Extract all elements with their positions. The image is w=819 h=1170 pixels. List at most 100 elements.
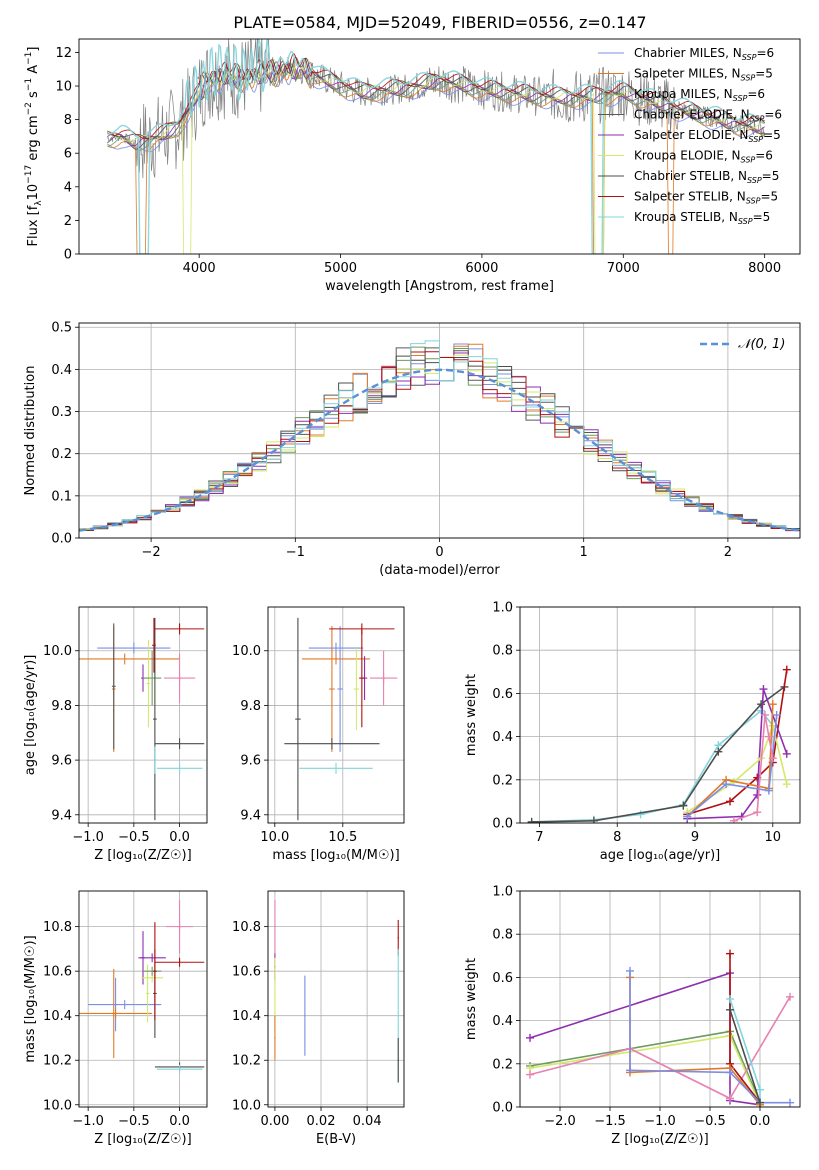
legend-entry: Chabrier MILES, NSSP=6	[634, 46, 774, 62]
y-axis-label-part: 10	[26, 184, 41, 201]
axes-frame	[267, 606, 405, 824]
legend-entry-name: Salpeter ELODIE, N	[634, 128, 748, 142]
y-tick-label: 10.6	[43, 965, 72, 980]
legend-entry-sub: SSP	[741, 74, 756, 83]
legend-entry-tail: =6	[755, 149, 773, 163]
y-tick-label: 2	[64, 214, 72, 229]
x-axis-label: mass [log₁₀(M/M☉)]	[272, 848, 399, 863]
legend-entry-name: Chabrier MILES, N	[634, 46, 742, 60]
legend-entry-name: Kroupa ELODIE, N	[634, 149, 741, 163]
legend-entry-sub: SSP	[748, 135, 763, 144]
data-point	[154, 957, 205, 967]
axes-frame	[519, 606, 801, 824]
legend-entry: Kroupa MILES, NSSP=6	[634, 87, 765, 103]
y-axis-label-part: ]	[26, 47, 41, 52]
mass-weight-marker	[714, 747, 723, 756]
x-axis-label: (data-model)/error	[379, 563, 500, 578]
data-point	[295, 617, 301, 821]
legend-entry-tail: =6	[747, 87, 765, 101]
mass-weight-line	[531, 686, 785, 823]
mass-vs-metallicity-panel: −1.0 −0.5 0.0 10.0 10.2 10.4 10.6 10.8 Z [log₁₀(…	[23, 890, 208, 1147]
legend-entry: 𝒩(0, 1)	[738, 337, 785, 352]
mass-weight-marker	[768, 754, 777, 763]
mass-weight-marker	[768, 700, 777, 709]
massweight-vs-metallicity-panel: −2.0 −1.5 −1.0 −0.5 0.0 0.0 0.2 0.4 0.6 0.8 1.0 Z […	[464, 885, 801, 1147]
age-vs-metallicity-panel: −1.0 −0.5 0.0 9.4 9.6 9.8 10.0 Z [log₁₀(Z/Z☉)] a…	[23, 606, 208, 863]
data-point	[154, 738, 205, 750]
x-axis-label: age [log₁₀(age/yr)]	[600, 848, 721, 863]
y-axis-label-part: s	[26, 91, 41, 102]
legend-entry-sub: SSP	[746, 197, 761, 206]
x-tick-label: 2	[724, 545, 732, 560]
mass-weight-marker	[683, 812, 692, 821]
grid	[268, 891, 404, 1107]
mass-weight-marker	[636, 810, 645, 819]
mass-weight-marker	[761, 711, 769, 719]
mass-weight-marker	[527, 817, 536, 823]
x-axis-label: Z [log₁₀(Z/Z☉)]	[94, 848, 191, 863]
y-tick-label: 9.6	[51, 754, 72, 769]
legend-entry-name: Kroupa STELIB, N	[634, 210, 738, 224]
legend-entry: Kroupa ELODIE, NSSP=6	[634, 149, 773, 165]
data-point	[113, 977, 118, 1032]
y-tick-label: 4	[64, 180, 72, 195]
x-tick-label: 0.00	[260, 1114, 289, 1129]
x-tick-label: 5000	[324, 261, 357, 276]
data-point	[143, 966, 162, 976]
x-tick-label: −1.5	[594, 1114, 626, 1129]
x-axis-label: Z [log₁₀(Z/Z☉)]	[611, 1132, 708, 1147]
y-tick-label: 0.3	[51, 405, 72, 420]
x-tick-label: 0.02	[307, 1114, 336, 1129]
data-spectrum-line	[107, 39, 766, 179]
y-axis-label: Normed distribution	[23, 366, 38, 496]
legend-entry: Salpeter MILES, NSSP=5	[634, 67, 773, 83]
x-tick-label: 7000	[607, 261, 640, 276]
data-point	[397, 1037, 399, 1083]
y-axis-label: Flux [fλ10−17 erg cm−2 s−1 A−1]	[24, 47, 44, 247]
mass-weight-marker	[753, 808, 762, 817]
x-tick-label: 0.04	[353, 1114, 382, 1129]
plot-area	[527, 665, 791, 823]
data-point	[284, 738, 380, 750]
legend-entry-sub: SSP	[747, 176, 762, 185]
legend-entry-sub: SSP	[741, 156, 756, 165]
mass-weight-marker	[757, 700, 766, 709]
mass-weight-marker	[726, 797, 734, 806]
y-tick-label: 6	[64, 147, 72, 162]
plot-area	[79, 340, 800, 532]
data-point	[97, 642, 171, 654]
legend-entry-name: Chabrier STELIB, N	[634, 169, 747, 183]
y-axis-label: mass [log₁₀(M/M☉)]	[23, 935, 38, 1062]
y-tick-label: 1.0	[492, 601, 513, 616]
legend-entry-tail: =5	[753, 210, 771, 224]
grid	[79, 891, 207, 1107]
y-axis-label-part: −1	[24, 52, 34, 65]
mass-weight-marker	[726, 1005, 734, 1014]
y-tick-label: 0.1	[51, 489, 72, 504]
y-tick-label: 0.0	[492, 1101, 513, 1116]
legend-entry: Salpeter STELIB, NSSP=5	[634, 190, 778, 206]
legend-entry-name: Salpeter STELIB, N	[634, 190, 746, 204]
y-tick-label: 10.2	[43, 1054, 72, 1069]
data-point	[304, 975, 306, 1056]
axes-frame	[519, 890, 801, 1108]
mass-weight-line	[529, 996, 791, 1100]
data-point	[274, 1015, 276, 1061]
x-axis-label: Z [log₁₀(Z/Z☉)]	[94, 1132, 191, 1147]
y-tick-label: 0.8	[492, 644, 513, 659]
y-tick-label: 10.0	[43, 1098, 72, 1113]
x-tick-label: 8	[613, 830, 621, 845]
mass-vs-ebv-panel: 0.00 0.02 0.04 10.0 10.2 10.4 10.6 10.8 E(B-V)	[232, 890, 405, 1147]
y-tick-label: 10.4	[232, 1009, 261, 1024]
mass-weight-marker	[782, 665, 791, 674]
legend-entry-tail: =5	[762, 169, 780, 183]
x-tick-label: 8000	[748, 261, 781, 276]
data-point	[177, 653, 182, 703]
mass-weight-marker	[726, 1094, 734, 1103]
y-axis-label-part: Flux [f	[26, 205, 41, 246]
x-tick-label: −0.5	[118, 830, 150, 845]
mass-weight-marker	[626, 966, 634, 975]
y-axis-label-part: −17	[24, 165, 34, 184]
x-tick-label: 10	[765, 830, 782, 845]
